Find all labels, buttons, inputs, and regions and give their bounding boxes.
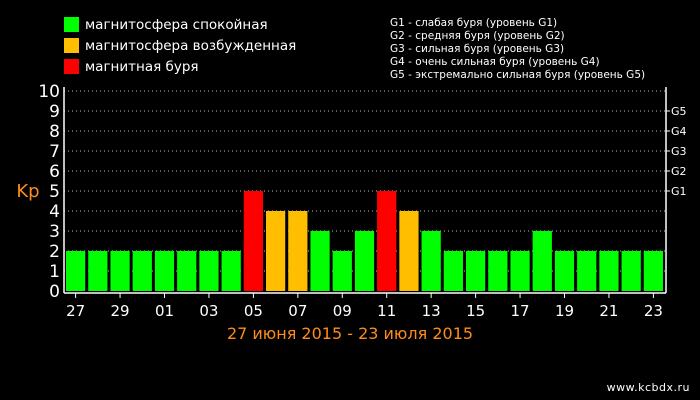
legend-label-active: магнитосфера возбужденная — [85, 37, 297, 54]
bar-01 — [154, 251, 175, 291]
legend-item-quiet: магнитосфера спокойная — [64, 14, 296, 35]
watermark: www.kcbdx.ru — [606, 381, 690, 394]
legend-item-active: магнитосфера возбужденная — [64, 35, 296, 56]
x-axis-label: 27 июня 2015 - 23 июля 2015 — [227, 324, 473, 343]
x-tick-label: 29 — [111, 302, 130, 320]
storm-level-g4: G4 - очень сильная буря (уровень G4) — [390, 56, 600, 68]
g-tick-label: G2 — [671, 165, 687, 178]
x-tick-label: 27 — [66, 302, 85, 320]
storm-level-g2: G2 - средняя буря (уровень G2) — [390, 30, 565, 42]
x-tick-label: 01 — [155, 302, 174, 320]
bar-16 — [488, 251, 508, 291]
y-tick-label: 5 — [49, 182, 60, 202]
bar-04 — [221, 251, 241, 291]
g-tick-label: G5 — [671, 105, 687, 118]
bar-11 — [377, 191, 397, 291]
bar-15 — [466, 251, 486, 291]
y-tick-label: 2 — [49, 242, 60, 262]
g-tick-label: G4 — [671, 125, 687, 138]
g-tick-label: G3 — [671, 145, 687, 158]
bar-13 — [421, 231, 441, 291]
legend-label-quiet: магнитосфера спокойная — [85, 16, 268, 33]
y-tick-label: 0 — [49, 282, 60, 302]
bar-10 — [354, 231, 375, 291]
x-tick-label: 05 — [244, 302, 263, 320]
x-tick-label: 03 — [199, 302, 218, 320]
g-tick-label: G1 — [671, 185, 687, 198]
x-tick-label: 17 — [511, 302, 530, 320]
storm-level-g1: G1 - слабая буря (уровень G1) — [390, 17, 558, 29]
bar-05 — [243, 191, 263, 291]
bar-23 — [643, 251, 663, 291]
x-tick-label: 11 — [377, 302, 396, 320]
y-tick-label: 4 — [49, 202, 60, 222]
storm-level-legend: G1 - слабая буря (уровень G1) G2 - средн… — [390, 17, 645, 82]
bar-03 — [199, 251, 219, 291]
bar-12 — [399, 211, 419, 291]
bar-18 — [532, 231, 552, 291]
x-tick-label: 21 — [599, 302, 618, 320]
y-tick-label: 9 — [49, 102, 60, 122]
bar-14 — [443, 251, 463, 291]
x-tick-label: 23 — [644, 302, 663, 320]
bar-21 — [599, 251, 619, 291]
legend-label-storm: магнитная буря — [85, 58, 199, 75]
bar-07 — [288, 211, 308, 291]
bar-08 — [310, 231, 330, 291]
bar-22 — [621, 251, 641, 291]
bar-29 — [110, 251, 130, 291]
bar-20 — [577, 251, 597, 291]
y-tick-label: 3 — [49, 222, 60, 242]
bar-19 — [554, 251, 575, 291]
y-tick-label: 6 — [49, 162, 60, 182]
storm-level-g5: G5 - экстремально сильная буря (уровень … — [390, 69, 646, 81]
legend: магнитосфера спокойная магнитосфера возб… — [64, 14, 296, 77]
bar-28 — [88, 251, 108, 291]
y-tick-label: 8 — [49, 122, 60, 142]
bar-30 — [132, 251, 152, 291]
bar-27 — [66, 251, 86, 291]
x-tick-label: 07 — [288, 302, 307, 320]
legend-swatch-quiet — [64, 17, 79, 32]
y-tick-label: 7 — [49, 142, 60, 162]
y-tick-label: 10 — [38, 82, 60, 102]
y-tick-label: 1 — [49, 262, 60, 282]
legend-swatch-storm — [64, 59, 79, 74]
bar-09 — [332, 251, 352, 291]
storm-level-g3: G3 - сильная буря (уровень G3) — [390, 43, 565, 55]
bar-02 — [177, 251, 197, 291]
x-tick-label: 09 — [333, 302, 352, 320]
y-axis-label: Kp — [16, 181, 39, 202]
bar-06 — [266, 211, 286, 291]
x-tick-label: 19 — [555, 302, 574, 320]
legend-item-storm: магнитная буря — [64, 56, 296, 77]
legend-swatch-active — [64, 38, 79, 53]
bar-17 — [510, 251, 530, 291]
x-tick-label: 13 — [422, 302, 441, 320]
x-tick-label: 15 — [466, 302, 485, 320]
